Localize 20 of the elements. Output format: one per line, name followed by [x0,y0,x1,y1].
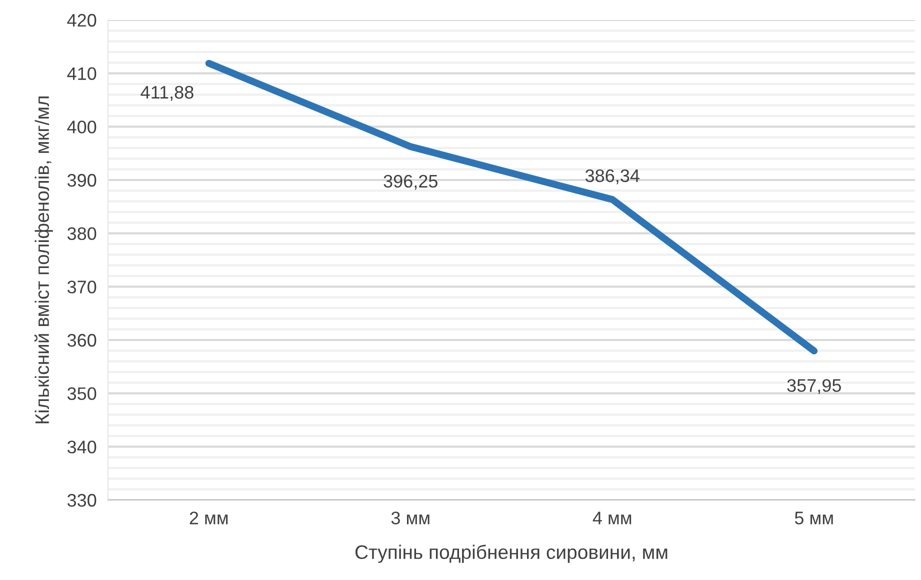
x-axis-title: Ступінь подрібнення сировини, мм [355,544,668,563]
x-tick-label: 5 мм [794,512,833,524]
data-label: 386,34 [585,169,640,184]
y-tick-label: 340 [67,440,96,454]
y-tick-label: 400 [67,120,96,134]
y-tick-label: 410 [67,67,96,80]
data-label: 357,95 [787,379,841,394]
y-tick-label: 360 [67,334,96,347]
y-tick-label: 330 [67,494,96,507]
x-tick-label: 4 мм [592,512,632,524]
data-label: 396,25 [384,174,438,190]
x-tick-label: 2 мм [190,512,228,524]
data-label: 411,88 [140,86,194,101]
y-tick-label: 380 [67,227,96,240]
y-axis-title: Кількісний вміст поліфенолів, мкг/мл [34,96,53,424]
y-tick-label: 370 [67,280,96,294]
y-tick-label: 350 [67,387,96,400]
x-tick-label: 3 мм [391,512,430,524]
y-tick-label: 390 [67,174,96,187]
y-tick-label: 420 [67,14,96,27]
